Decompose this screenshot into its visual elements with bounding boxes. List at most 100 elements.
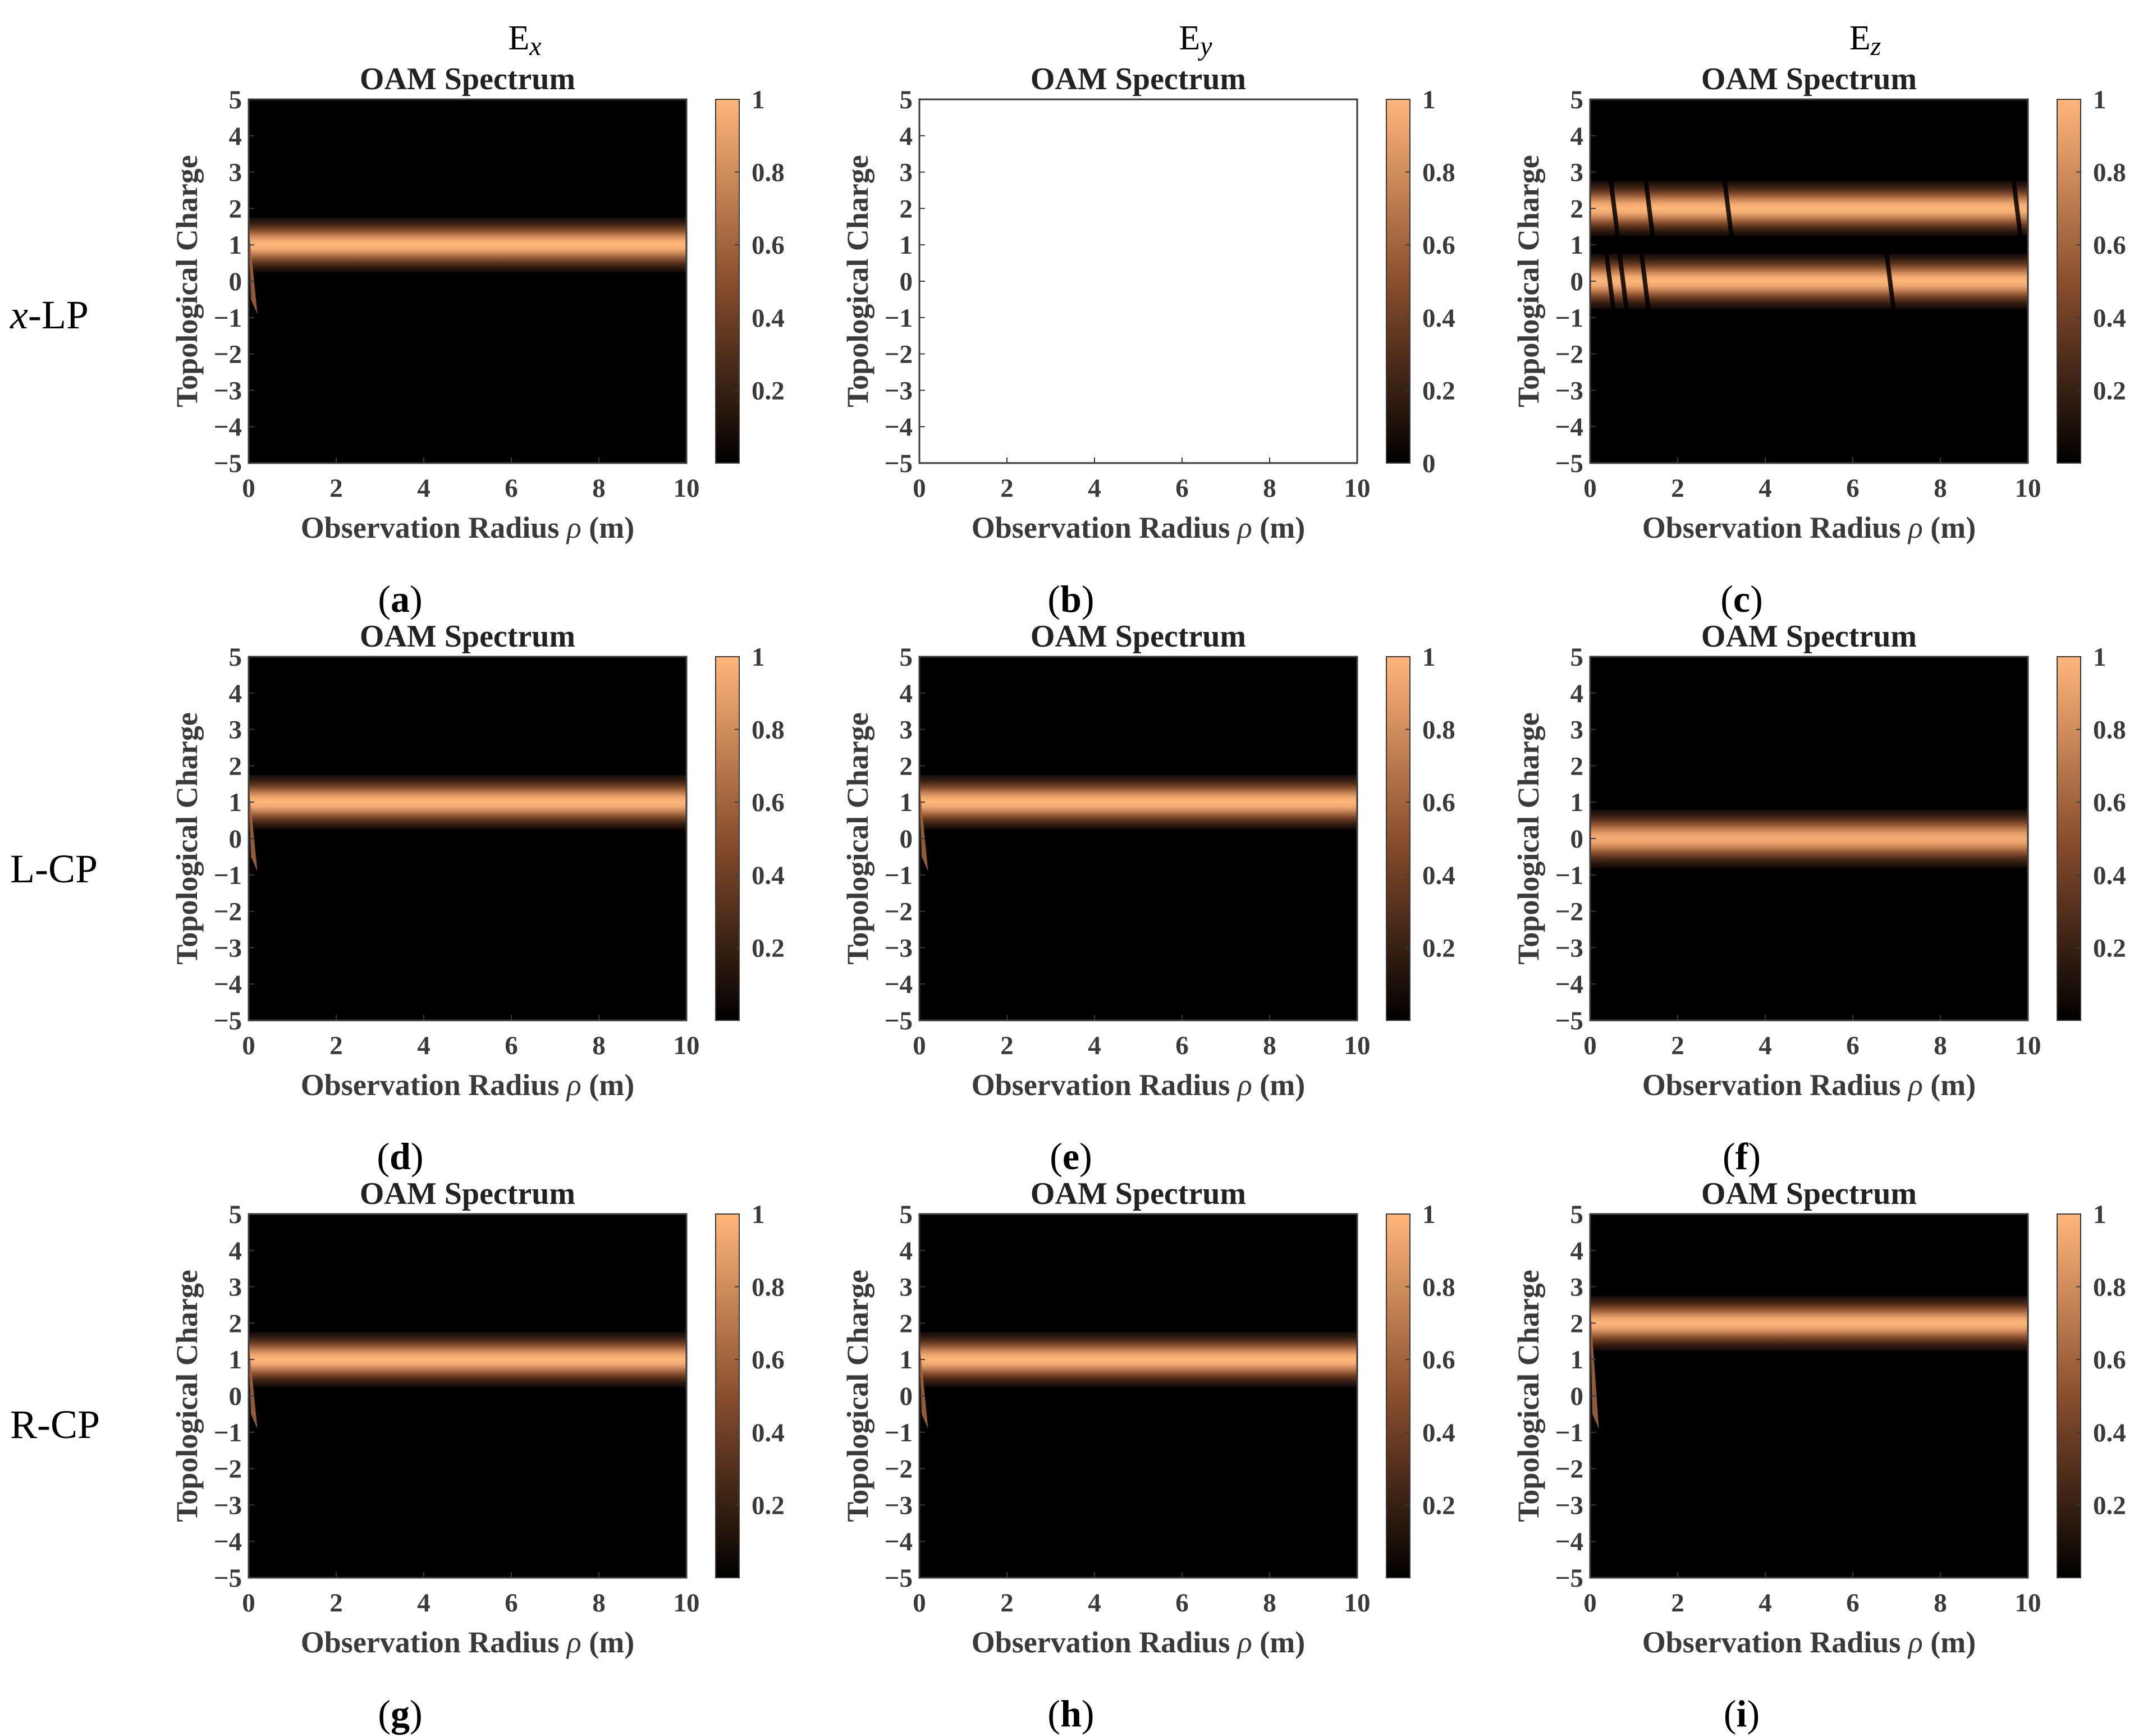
y-tick-label: 3 — [900, 158, 913, 187]
x-tick-label: 4 — [1759, 1031, 1772, 1060]
colorbar-tick-label: 0.2 — [1422, 933, 1455, 963]
edge-feature — [1590, 1305, 1599, 1429]
band-notch — [1609, 181, 1620, 236]
y-tick-label: −4 — [1555, 413, 1583, 442]
y-tick-label: −1 — [1555, 1418, 1583, 1448]
y-tick-label: 4 — [900, 122, 913, 151]
edge-feature — [249, 1341, 258, 1429]
y-axis-label: Topological Charge — [841, 712, 874, 965]
heatmap-band — [249, 1332, 686, 1387]
x-tick-label: 2 — [1671, 1031, 1684, 1060]
y-tick-label: −1 — [1555, 304, 1583, 333]
x-tick-label: 0 — [913, 474, 926, 503]
y-tick-label: −3 — [214, 1491, 242, 1520]
y-tick-label: 2 — [900, 194, 913, 223]
x-tick-label: 8 — [1263, 1588, 1276, 1618]
column-header-ey: Ey — [1179, 19, 1212, 61]
y-tick-label: 2 — [1570, 1309, 1584, 1338]
y-tick-label: 5 — [1570, 1200, 1584, 1229]
colorbar-tick-label: 0.6 — [2093, 231, 2126, 260]
colorbar-tick-label: 1 — [752, 1200, 765, 1229]
colorbar-tick-label: 0.4 — [752, 861, 785, 890]
y-tick-label: −4 — [1555, 970, 1583, 999]
y-tick-label: 2 — [229, 194, 242, 223]
y-tick-label: 4 — [229, 679, 242, 708]
panel-g: OAM Spectrum −5 −4 −3 −2 −1 0 1 2 3 4 5 0 2 4 6 8 10 Topol… — [170, 1176, 785, 1735]
panel-title: OAM Spectrum — [1031, 62, 1246, 97]
colorbar-tick-label: 0.2 — [2093, 1491, 2126, 1520]
y-tick-label: −3 — [1555, 376, 1583, 405]
y-tick-label: 1 — [900, 788, 913, 817]
colorbar-tick-label: 0.2 — [1422, 1491, 1455, 1520]
y-tick-label: 2 — [1570, 752, 1584, 781]
heatmap-band — [1590, 809, 2028, 868]
y-tick-label: −5 — [1555, 449, 1583, 478]
colorbar — [2057, 99, 2081, 464]
y-tick-label: 2 — [1570, 194, 1584, 223]
colorbar-tick-label: 0.8 — [2093, 158, 2126, 187]
x-tick-label: 8 — [1934, 1588, 1947, 1618]
y-tick-label: −3 — [1555, 1491, 1583, 1520]
y-tick-label: −2 — [885, 897, 913, 927]
y-tick-label: −2 — [1555, 1455, 1583, 1484]
row-label-l-cp: L-CP — [10, 846, 98, 891]
panel-h: OAM Spectrum −5 −4 −3 −2 −1 0 1 2 3 4 5 0 2 4 6 8 10 Topol… — [841, 1176, 1455, 1735]
x-tick-label: 8 — [1263, 474, 1276, 503]
y-tick-label: −5 — [885, 449, 913, 478]
colorbar — [2057, 656, 2081, 1021]
y-tick-label: 1 — [229, 231, 242, 260]
y-axis-label: Topological Charge — [1512, 1270, 1545, 1522]
x-tick-label: 2 — [329, 1588, 343, 1618]
y-tick-label: −3 — [214, 376, 242, 405]
y-tick-label: −2 — [1555, 897, 1583, 927]
panel-title: OAM Spectrum — [360, 62, 575, 97]
x-tick-label: 0 — [242, 1031, 255, 1060]
y-axis-label: Topological Charge — [170, 155, 204, 407]
colorbar-tick-label: 1 — [752, 85, 765, 114]
x-tick-label: 2 — [329, 474, 343, 503]
y-tick-label: 4 — [229, 1236, 242, 1266]
panel-caption: (f) — [1723, 1135, 1761, 1178]
y-tick-label: −2 — [1555, 340, 1583, 369]
colorbar — [2057, 1213, 2081, 1578]
y-tick-label: −4 — [214, 1527, 242, 1556]
x-tick-label: 0 — [242, 1588, 255, 1618]
y-tick-label: 0 — [229, 267, 242, 296]
y-tick-label: −4 — [885, 970, 913, 999]
heatmap-band — [1590, 1295, 2028, 1350]
x-axis-label: Observation Radius ρ (m) — [1642, 511, 1976, 544]
x-tick-label: 6 — [505, 1588, 518, 1618]
x-tick-label: 6 — [1846, 1031, 1860, 1060]
y-tick-label: 1 — [229, 788, 242, 817]
x-tick-label: 10 — [674, 1588, 700, 1618]
y-tick-label: −3 — [214, 933, 242, 963]
y-tick-label: −1 — [885, 861, 913, 890]
panel-caption: (g) — [378, 1692, 422, 1735]
heatmap-band — [919, 1332, 1357, 1387]
y-tick-label: 4 — [229, 122, 242, 151]
y-tick-label: 4 — [900, 679, 913, 708]
panel-caption: (e) — [1050, 1135, 1092, 1178]
panel-title: OAM Spectrum — [1031, 619, 1246, 654]
column-header-ex: Ex — [508, 19, 541, 61]
y-tick-label: −4 — [214, 970, 242, 999]
colorbar-tick-label: 0.8 — [2093, 1273, 2126, 1302]
edge-feature — [919, 1341, 928, 1429]
edge-feature — [249, 784, 258, 872]
colorbar-tick-label: 0 — [1422, 449, 1436, 478]
x-tick-label: 0 — [913, 1031, 926, 1060]
colorbar-tick-label: 0.4 — [1422, 1418, 1455, 1448]
colorbar-tick-label: 0.6 — [752, 788, 785, 817]
y-tick-label: 4 — [1570, 679, 1584, 708]
x-tick-label: 10 — [674, 474, 700, 503]
y-axis-label: Topological Charge — [841, 1270, 874, 1522]
x-tick-label: 2 — [1671, 474, 1684, 503]
y-tick-label: −4 — [885, 413, 913, 442]
x-tick-label: 8 — [1934, 1031, 1947, 1060]
x-tick-label: 8 — [592, 1588, 606, 1618]
y-tick-label: 1 — [900, 231, 913, 260]
y-tick-label: 0 — [229, 825, 242, 854]
colorbar — [1386, 99, 1411, 464]
y-tick-label: −5 — [885, 1006, 913, 1036]
panel-caption: (c) — [1720, 578, 1763, 620]
